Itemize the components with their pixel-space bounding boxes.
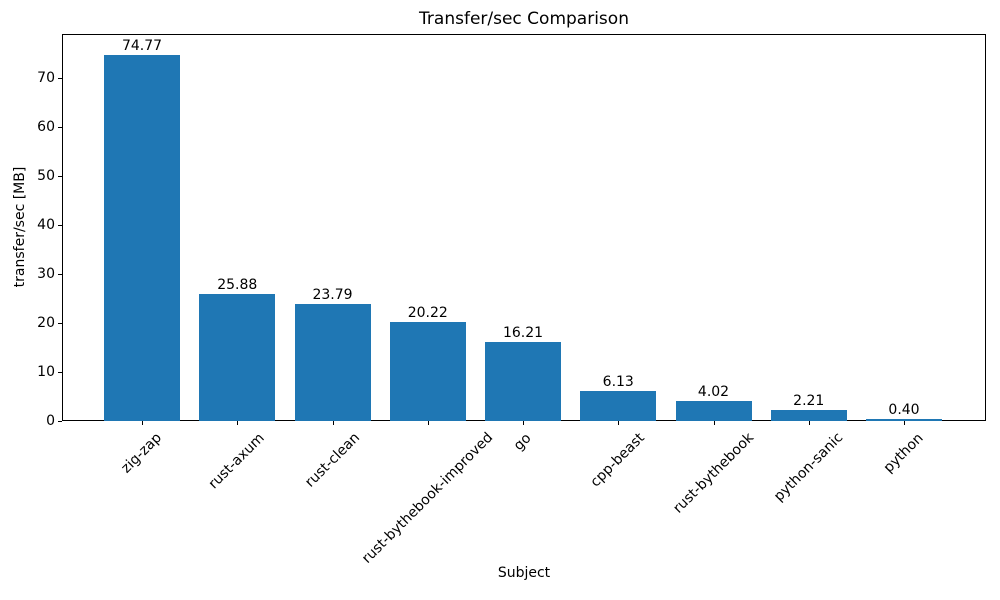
chart-title: Transfer/sec Comparison [419,9,629,29]
x-tick-mark [332,421,334,425]
bar-rust-bythebook-improved [389,321,466,421]
x-tick-label: rust-axum [205,430,268,493]
x-tick-mark [427,421,429,425]
bar-value-label: 16.21 [502,324,544,341]
bar-python [866,419,942,421]
y-tick-label: 10 [37,364,55,380]
x-tick-mark [808,421,810,425]
y-tick-label: 20 [37,315,55,332]
x-tick-mark [713,421,715,425]
bar-rust-axum [199,294,276,421]
y-tick-mark [58,176,62,178]
bar-value-label: 6.13 [602,373,634,390]
bar-value-label: 2.21 [793,393,825,410]
x-tick-label: rust-clean [301,429,363,491]
y-tick-label: 50 [37,168,55,185]
x-tick-mark [523,421,524,425]
y-tick-label: 0 [46,413,55,429]
bar-go [485,341,561,421]
y-tick-mark [58,225,62,227]
x-axis-label: Subject [497,565,551,581]
x-tick-label: python-sanic [770,429,847,506]
y-tick-mark [58,274,62,276]
bar-cpp-beast [580,390,657,421]
bar-value-label: 74.77 [121,37,163,54]
bar-value-label: 20.22 [407,304,448,321]
x-tick-label: rust-bythebook [669,430,757,517]
y-tick-label: 60 [37,119,55,136]
bar-value-label: 23.79 [312,287,353,304]
x-tick-label: go [510,429,535,454]
bar-zig-zap [104,54,180,421]
x-tick-label: python [880,429,927,476]
bar-rust-bythebook [675,401,752,421]
bar-value-label: 0.40 [888,402,920,419]
x-tick-mark [142,421,143,425]
x-tick-mark [618,421,620,425]
y-tick-mark [58,323,62,325]
y-tick-label: 40 [37,217,55,234]
y-tick-label: 70 [37,70,55,87]
y-axis-label: transfer/sec [MB] [12,166,28,288]
y-tick-mark [58,127,62,129]
x-tick-label: cpp-beast [587,429,649,491]
y-tick-label: 30 [37,266,55,283]
x-tick-label: zig-zap [118,429,165,477]
x-tick-mark [237,421,239,425]
bar-python-sanic [770,410,847,421]
y-tick-mark [58,372,62,373]
x-tick-label: rust-bythebook-improved [358,429,496,568]
bar-value-label: 4.02 [697,384,730,401]
bar-value-label: 25.88 [217,277,258,294]
y-tick-mark [58,421,62,422]
x-tick-mark [904,421,905,425]
bar-rust-clean [294,304,371,421]
y-tick-mark [58,78,62,80]
